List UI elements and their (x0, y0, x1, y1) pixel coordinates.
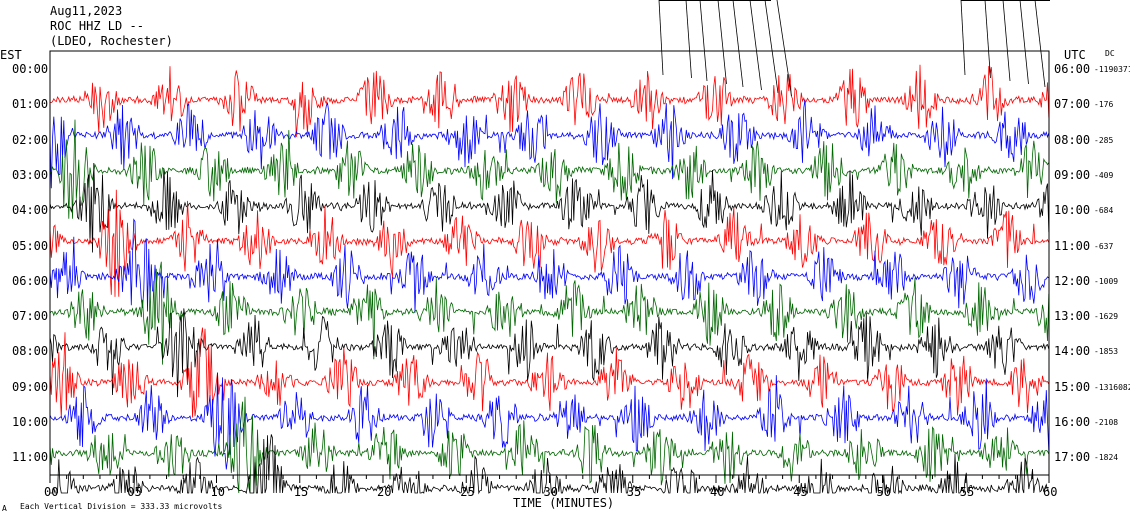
utc-hour-label: 08:00 (1054, 132, 1091, 147)
utc-hour-label: 09:00 (1054, 167, 1091, 182)
utc-hour-label: 15:00 (1054, 379, 1091, 394)
utc-hour-label: 12:00 (1054, 273, 1091, 288)
event-flag-1-2 (1002, 0, 1011, 82)
est-hour-label: 05:00 (12, 238, 49, 253)
trace-row-1 (49, 99, 1050, 189)
x-tick-label: 60 (1043, 485, 1058, 499)
x-axis-ticks (49, 475, 1050, 483)
utc-hour-label: 06:00 (1054, 62, 1091, 76)
utc-hour-label: 10:00 (1054, 203, 1091, 218)
dc-offset-label: -1629 (1094, 312, 1119, 322)
left-axis-label: EST (0, 48, 22, 62)
trace-row-6 (49, 261, 1050, 365)
header-date: Aug11,2023 (50, 4, 123, 18)
scale-note: Each Vertical Division = 333.33 microvol… (20, 502, 223, 511)
trace-row-2 (49, 119, 1050, 219)
trace-row-11 (50, 434, 1050, 495)
corner-mark: A (2, 504, 7, 513)
trace-row-10 (49, 396, 1050, 494)
dc-offset-label: -1190371 (1094, 65, 1130, 74)
trace-row-5 (49, 218, 1050, 313)
x-tick-label: 45 (793, 485, 808, 499)
dc-offset-label: -1853 (1094, 347, 1119, 357)
est-hour-label: 02:00 (12, 132, 49, 147)
event-flag-0-3 (717, 0, 727, 85)
est-hour-label: 09:00 (12, 379, 49, 394)
x-tick-label: 05 (127, 485, 142, 499)
event-flag-0-6 (764, 0, 779, 94)
x-tick-label: 50 (876, 485, 891, 499)
event-flag-1-0 (960, 0, 966, 76)
dc-offset-label: -1316082 (1094, 382, 1130, 392)
event-flag-0-5 (749, 0, 762, 91)
utc-hour-label: 13:00 (1054, 309, 1091, 324)
est-hour-label: 03:00 (12, 167, 49, 182)
dc-offset-label: -2108 (1094, 418, 1119, 427)
dc-offset-label: -684 (1094, 206, 1114, 216)
est-hour-label: 04:00 (12, 203, 49, 218)
event-flag-0-7 (776, 0, 792, 97)
header-station: ROC HHZ LD -- (50, 19, 144, 33)
event-flag-1-3 (1019, 0, 1029, 85)
event-flag-0-0 (658, 0, 664, 76)
trace-row-9 (49, 372, 1050, 470)
event-flag-1-4 (1034, 0, 1046, 88)
event-flag-0-1 (685, 0, 692, 79)
event-flag-0-4 (732, 0, 744, 88)
dc-offset-label: -176 (1094, 100, 1114, 110)
trace-row-0 (49, 64, 1050, 138)
dc-offset-label: -1824 (1094, 453, 1119, 463)
seismic-traces (49, 64, 1050, 495)
dc-offset-label: -285 (1094, 135, 1114, 145)
est-hour-label: 01:00 (12, 97, 49, 112)
utc-hour-label: 14:00 (1054, 344, 1091, 359)
x-tick-label: 10 (210, 485, 225, 499)
utc-hour-label: 07:00 (1054, 97, 1091, 112)
dc-offset-label: -409 (1094, 170, 1114, 180)
est-hour-label: 00:00 (12, 62, 49, 76)
x-tick-label: 00 (44, 485, 59, 499)
x-tick-label: 15 (293, 485, 309, 499)
right-axis-label: UTC (1064, 48, 1086, 62)
event-flag-lines (658, 0, 1050, 97)
utc-hour-label: 11:00 (1054, 238, 1091, 253)
trace-row-8 (49, 327, 1050, 418)
est-hour-label: 07:00 (12, 309, 49, 324)
x-tick-label: 55 (959, 485, 975, 499)
header-network: (LDEO, Rochester) (50, 34, 173, 48)
x-tick-label: 40 (710, 485, 725, 499)
trace-row-4 (49, 189, 1050, 297)
x-axis-label: TIME (MINUTES) (513, 496, 615, 510)
event-flag-0-2 (699, 0, 708, 82)
dc-offset-label: -637 (1094, 241, 1114, 251)
utc-hour-label: 16:00 (1054, 415, 1091, 429)
x-tick-label: 35 (626, 485, 642, 499)
trace-row-7 (49, 308, 1050, 398)
est-hour-label: 06:00 (12, 273, 49, 288)
x-tick-label: 20 (377, 485, 392, 499)
est-hour-label: 08:00 (12, 344, 49, 359)
x-tick-label: 30 (543, 485, 558, 499)
est-hour-label: 10:00 (12, 415, 49, 429)
utc-hour-label: 17:00 (1054, 450, 1091, 465)
trace-row-3 (49, 162, 1050, 253)
dc-offset-label: -1009 (1094, 276, 1119, 286)
est-hour-label: 11:00 (12, 450, 49, 465)
x-tick-label: 25 (460, 485, 475, 499)
dc-label: DC (1105, 49, 1115, 58)
event-flag-1-1 (984, 0, 991, 79)
